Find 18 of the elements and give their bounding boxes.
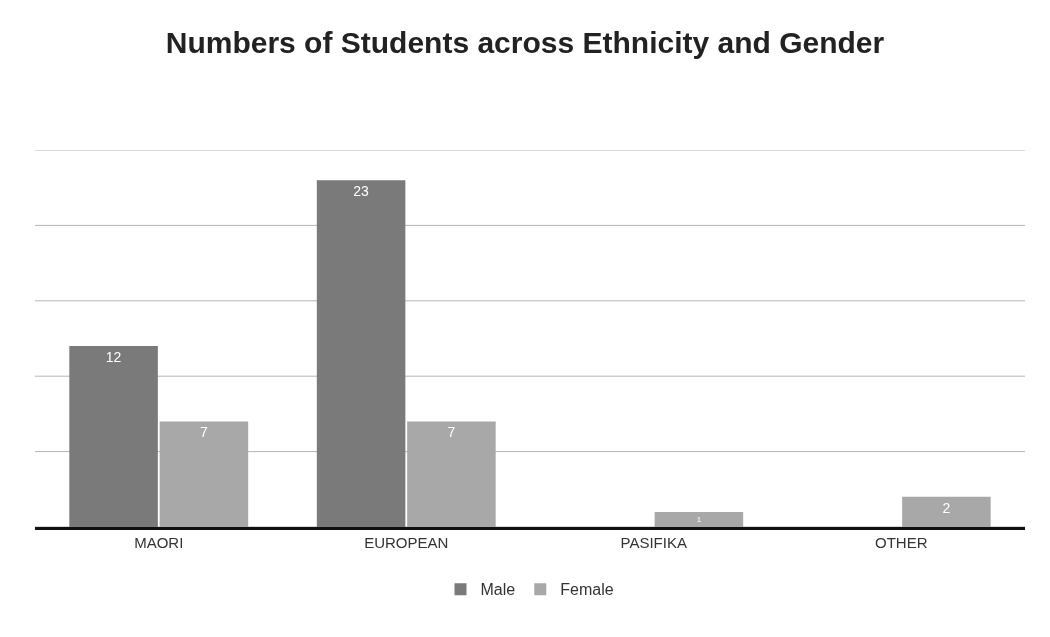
bar — [69, 346, 158, 527]
bar — [902, 496, 991, 527]
x-tick-label: OTHER — [875, 534, 928, 551]
bar — [654, 511, 744, 527]
x-tick-label: PASIFIKA — [620, 534, 687, 551]
bar — [316, 180, 406, 527]
bar — [407, 421, 496, 527]
data-label: 2 — [942, 499, 951, 516]
chart-title: Numbers of Students across Ethnicity and Gender — [165, 25, 885, 59]
data-label: 12 — [105, 349, 122, 366]
data-label: 7 — [447, 424, 456, 441]
legend-label: Male — [480, 581, 516, 599]
legend-label: Female — [560, 581, 614, 599]
bar — [159, 421, 249, 527]
x-tick-label: EUROPEAN — [364, 534, 449, 551]
data-label: 7 — [199, 424, 208, 441]
data-label: 23 — [353, 183, 369, 200]
x-tick-label: MAORI — [134, 534, 184, 551]
